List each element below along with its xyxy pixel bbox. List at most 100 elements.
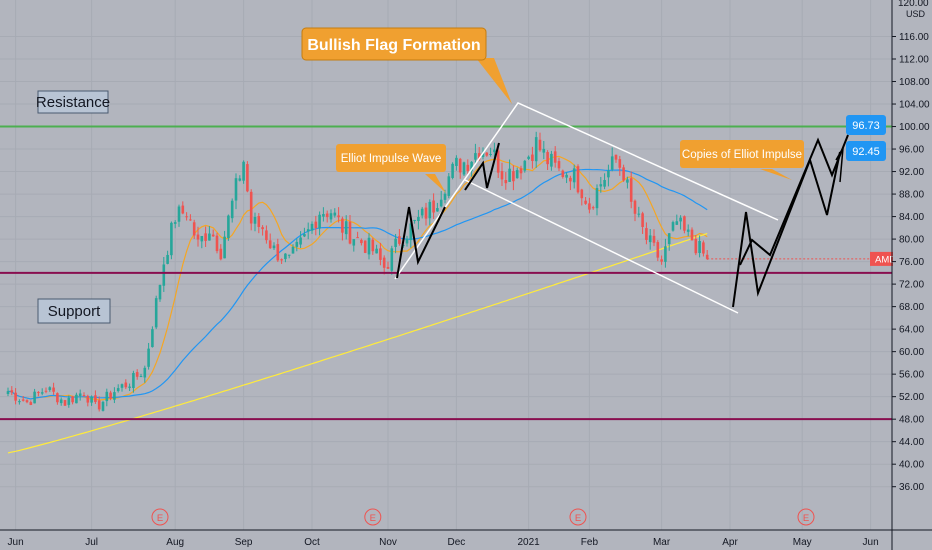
support-label-box[interactable] <box>37 298 111 324</box>
candle-body <box>363 240 367 253</box>
price-axis-background <box>893 0 932 550</box>
candle-body <box>37 392 40 394</box>
candle-body <box>550 153 553 167</box>
candle-body <box>276 244 280 261</box>
elliot-wave-1[interactable] <box>396 206 446 279</box>
candle-body <box>683 216 686 231</box>
candle-body <box>268 240 272 249</box>
candle-body <box>280 259 283 261</box>
candle-body <box>257 216 261 227</box>
flag-lower-channel[interactable] <box>464 179 739 314</box>
candle-body <box>177 206 181 222</box>
target-box-2[interactable] <box>846 141 886 161</box>
projected-wave-1[interactable] <box>732 151 841 308</box>
candle-body <box>113 392 116 400</box>
candle-body <box>75 394 78 404</box>
candle-body <box>424 207 428 219</box>
candle-body <box>607 170 610 178</box>
candle-body <box>398 236 401 244</box>
candle-body <box>154 298 158 328</box>
candle-body <box>173 222 177 224</box>
candle-body <box>318 214 321 229</box>
candle-body <box>48 387 52 390</box>
projected-wave-2[interactable] <box>739 134 849 266</box>
candle-body <box>485 152 489 156</box>
target-box-1[interactable] <box>846 115 886 135</box>
candle-body <box>356 237 359 239</box>
candle-body <box>527 156 530 159</box>
candle-body <box>451 163 454 178</box>
price-tick-label: 88.00 <box>899 190 924 201</box>
candle-body <box>648 235 652 243</box>
candle-body <box>390 248 394 271</box>
price-tick-label: 100.00 <box>899 122 930 133</box>
candle-body <box>265 230 268 241</box>
price-axis[interactable]: 36.00 40.00 44.00 48.00 52.00 56.00 60.00 64.00… <box>891 0 932 550</box>
candle-body <box>614 154 618 160</box>
candle-body <box>546 152 549 165</box>
price-tick-label: 104.00 <box>899 100 930 111</box>
candle-body <box>493 149 496 153</box>
candle-body <box>29 402 33 405</box>
candle-body <box>496 150 500 173</box>
elliot-callout-box[interactable] <box>336 144 446 172</box>
candle-body <box>124 382 128 388</box>
candle-body <box>595 188 599 209</box>
candle-body <box>78 393 82 397</box>
candle-body <box>196 234 200 240</box>
time-tick-label: Aug <box>166 537 184 548</box>
candle-body <box>329 213 333 220</box>
time-tick-label: Nov <box>379 537 397 548</box>
candle-body <box>67 397 71 405</box>
time-axis[interactable]: Jun Jul Aug Sep Oct Nov Dec 2021 Feb Mar Apr May Jun <box>0 529 932 548</box>
price-tick-label: 64.00 <box>899 325 924 336</box>
candle-body <box>59 399 63 404</box>
earnings-marker-label: E <box>157 513 163 524</box>
flag-callout-label: Bullish Flag Formation <box>307 37 480 54</box>
copies-callout-label: Copies of Elliot Impulse <box>682 149 802 161</box>
candle-body <box>379 248 382 260</box>
candle-body <box>10 390 14 393</box>
candle-body <box>40 392 44 394</box>
price-tick-label-partial: 120.00 <box>898 0 929 9</box>
candle-body <box>215 235 219 252</box>
candle-body <box>409 223 413 241</box>
candle-body <box>322 214 325 217</box>
candle-body <box>367 237 371 255</box>
flag-upper-channel[interactable] <box>394 102 779 280</box>
trend-drawings[interactable] <box>394 102 849 314</box>
candle-body <box>584 200 587 204</box>
candle-body <box>588 203 591 210</box>
resistance-label-box[interactable] <box>37 90 109 114</box>
candle-body <box>633 200 637 214</box>
candle-body <box>246 164 249 192</box>
price-tick-label: 80.00 <box>899 235 924 246</box>
candle-body <box>325 213 329 218</box>
candle-body <box>299 237 302 245</box>
price-tick-label: 96.00 <box>899 145 924 156</box>
candle-body <box>208 233 211 241</box>
candle-body <box>523 160 527 171</box>
candle-body <box>580 189 584 199</box>
candle-body <box>481 152 485 158</box>
resistance-label: Resistance <box>36 94 110 111</box>
candle-body <box>705 254 709 259</box>
candle-body <box>382 257 386 268</box>
annotations[interactable]: Resistance Support Bullish Flag Formation E… <box>36 27 886 324</box>
candle-body <box>295 241 299 247</box>
candle-body <box>569 177 572 182</box>
time-tick-label: Dec <box>448 537 466 548</box>
candle-body <box>185 216 188 218</box>
candle-body <box>428 201 432 219</box>
flag-callout-box[interactable] <box>301 27 487 61</box>
candle-body <box>128 386 131 388</box>
candle-body <box>538 139 542 151</box>
candle-body <box>25 400 29 403</box>
copies-callout-box[interactable] <box>680 140 804 168</box>
price-tick-label: 76.00 <box>899 257 924 268</box>
candle-body <box>637 213 641 215</box>
elliot-wave-2[interactable] <box>464 142 500 191</box>
candle-body <box>242 161 245 181</box>
